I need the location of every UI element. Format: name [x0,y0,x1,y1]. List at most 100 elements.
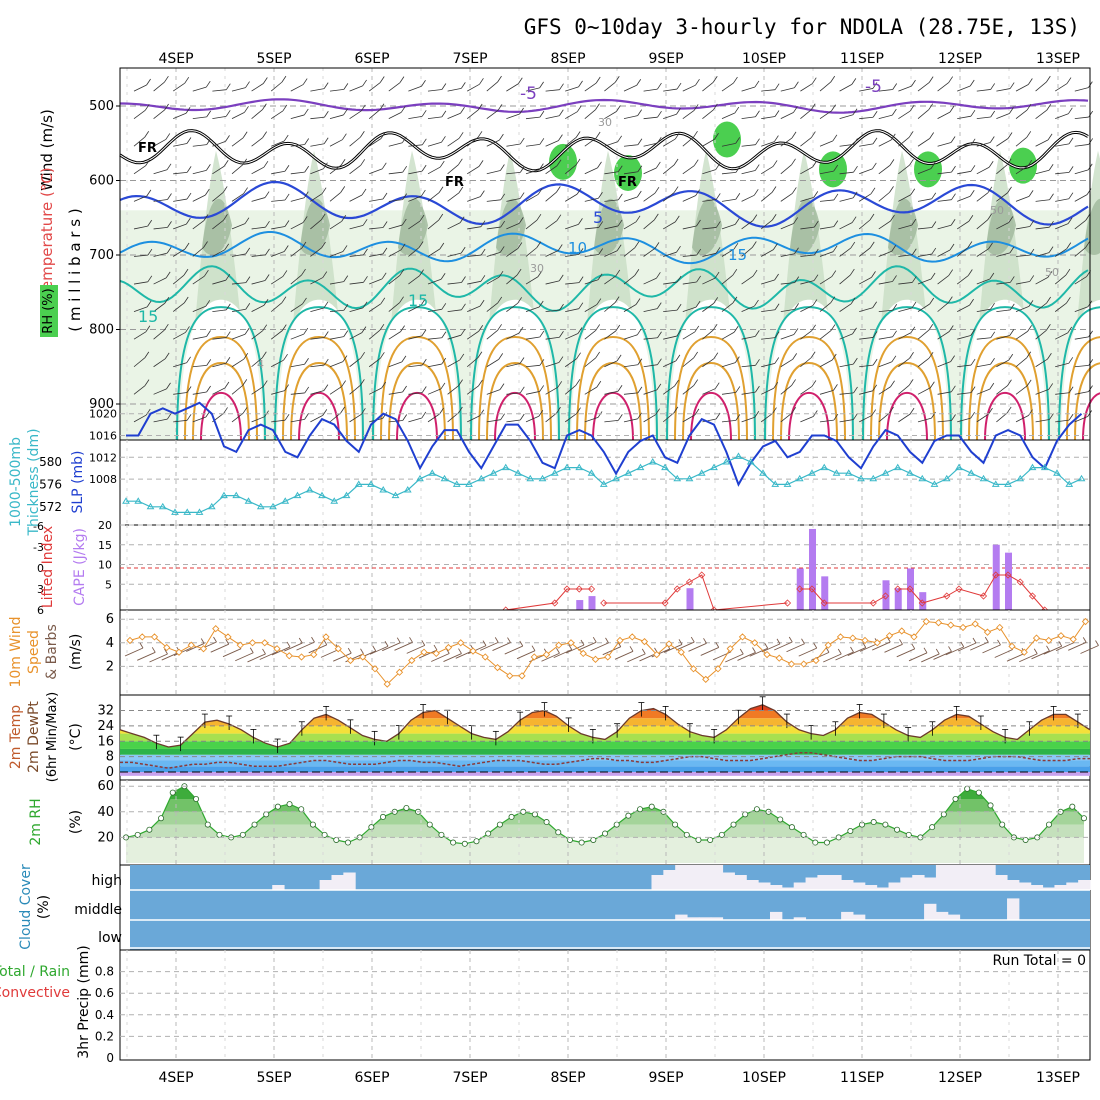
wind-barb [466,137,479,147]
wind-barb [951,414,956,421]
wind-barb [774,331,780,338]
wind-barb [898,136,910,147]
wind-barb [682,385,694,395]
wind-barb [329,361,344,368]
wind-barb [1066,242,1072,249]
wind10m-speed-point [861,636,869,645]
wind10m-barb [360,648,364,655]
wind-barb [186,137,192,144]
cloud-bar [924,877,937,890]
wind-barb [408,144,423,147]
wind-barb [231,193,244,202]
wind-barb [251,357,263,368]
wind-barb [388,82,401,92]
wind-barb [662,385,675,395]
thickness-point [955,463,963,471]
wind-barb [310,390,325,395]
wind-barb [360,379,365,386]
wind-barb [741,194,755,202]
wind-barb [1035,358,1048,368]
wind-barb [310,337,325,340]
wind-barb [467,254,482,257]
cape-bar [576,600,584,610]
wind-barb [614,76,620,83]
wind-barb [329,89,344,92]
wind-barb [917,109,929,119]
wind-barb [536,241,542,248]
rh2m-point [239,831,246,838]
wind-barb [447,309,462,313]
wind-barb [145,408,151,416]
temperature-contour [780,362,838,441]
lifted-index-point [661,599,669,607]
wind-barb [937,142,952,147]
wind-barb [368,303,382,312]
wind-barb [381,272,387,280]
wind-barb [1068,137,1074,145]
wind-barb [557,244,563,251]
wind-barb [172,274,185,285]
cloud-series [130,865,1091,950]
wind-barb [898,385,910,395]
wind10m-speed-point [506,672,514,680]
lifted-index-point [551,599,559,607]
wind-barb [310,307,325,313]
temperature-contour [886,391,928,441]
temperature-contour [1058,306,1100,441]
wind-barb [1008,353,1014,361]
thickness-point [1004,480,1012,487]
wind-barb [976,116,991,120]
wind10m-speed-point [542,650,551,659]
wind-barb [715,221,721,228]
rh2m-point [602,830,609,837]
wind10m-barb [1046,645,1050,652]
wind-barb [153,358,166,368]
wind-barb [643,308,658,313]
wind-barb [517,77,523,84]
lifted-index-line [799,588,886,604]
wind-barb [303,327,309,335]
thickness-point [195,508,204,515]
rh-fill-saturated [549,143,577,180]
rh-fill-saturated [1009,147,1037,184]
wind10m-barb [813,642,818,649]
wind-barb [480,190,485,197]
rh2m-point [952,796,959,803]
wind-barb [525,364,540,368]
wind-barb [810,103,816,110]
wind10m-barb [970,641,989,651]
wind10m-barb [690,636,695,643]
wind-barb [192,220,205,230]
wind-barb [839,114,854,120]
wind-barb [545,309,560,313]
rh2m-point [975,789,982,796]
lifted-index-point [869,599,877,607]
thickness-point [1040,463,1049,471]
wind-barb [869,213,875,221]
cloud-bar [841,911,854,920]
cloud-axis-label: Cloud Cover [18,864,34,950]
wind-barb [438,186,444,193]
wind-barb [1048,383,1054,390]
wind-barb [1088,110,1094,118]
wind-barb [408,195,422,202]
wind-barb [1088,359,1094,366]
precip-legend-convective: Convective [0,985,70,1001]
wind-barb [153,169,168,175]
wind10m-barb [688,642,707,652]
wind-barb [911,301,917,309]
wind-barb [852,327,857,335]
wind-barb [576,105,582,112]
wind-barb [427,308,442,313]
wind-barb [498,270,504,278]
wind-barb [772,407,777,414]
wind-barb [1067,217,1073,224]
wind-barb [760,166,774,175]
wind10m-barb [960,641,965,648]
wind-barb [839,419,854,423]
wind-barb [872,137,878,145]
wind-barb [467,83,480,92]
temp-band [120,754,1090,761]
wind-barb [420,299,426,306]
wind-barb [831,104,836,111]
